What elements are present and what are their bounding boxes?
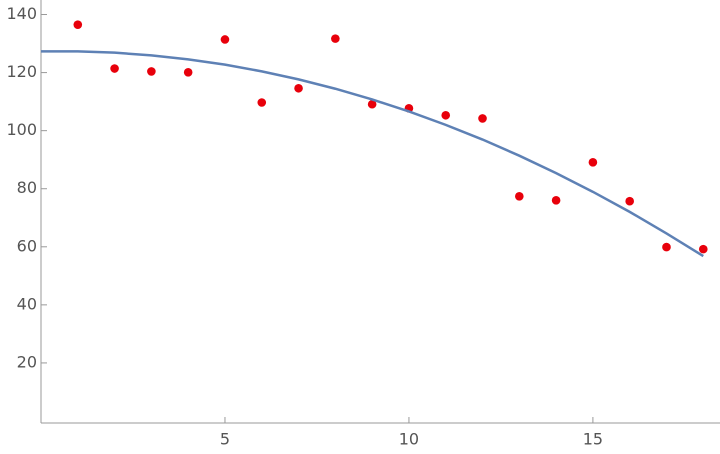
data-point: [515, 191, 524, 201]
data-point: [220, 35, 230, 44]
data-point: [551, 196, 561, 205]
data-point: [294, 83, 303, 93]
data-point: [625, 196, 634, 206]
data-point: [147, 67, 156, 76]
data-point: [73, 20, 83, 29]
y-tick-label: 40: [17, 294, 37, 313]
y-tick-label: 20: [17, 352, 37, 371]
y-tick-label: 60: [17, 236, 37, 255]
data-point: [257, 98, 267, 107]
y-tick-label: 140: [6, 4, 37, 23]
x-tick-label: 15: [583, 430, 603, 449]
data-point: [441, 110, 451, 120]
y-tick-label: 100: [6, 120, 37, 139]
x-tick-label: 5: [220, 430, 230, 449]
y-tick-label: 120: [6, 62, 37, 81]
data-point: [367, 99, 377, 109]
data-point: [110, 64, 119, 73]
data-point: [698, 244, 708, 254]
data-point: [588, 158, 598, 167]
data-point: [331, 34, 340, 43]
y-tick-label: 80: [17, 178, 37, 197]
data-point: [662, 242, 671, 252]
data-point: [183, 67, 193, 77]
fit-curve: [40, 50, 704, 258]
x-tick-label: 10: [399, 430, 419, 449]
data-point: [478, 114, 487, 123]
